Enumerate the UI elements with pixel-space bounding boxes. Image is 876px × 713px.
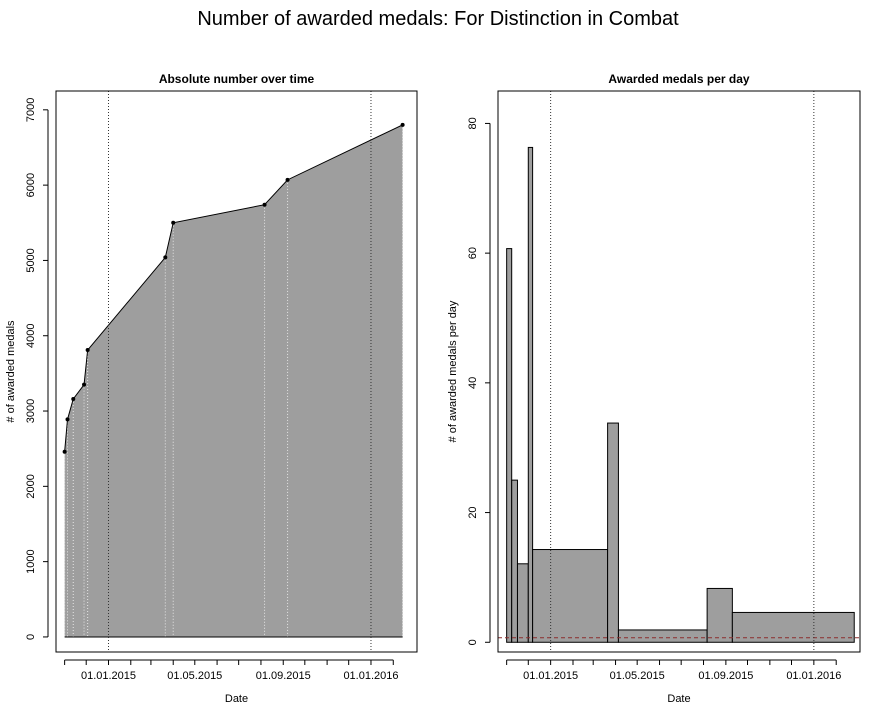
left-y-tick-label: 0 xyxy=(25,634,37,640)
left-data-point xyxy=(285,177,290,182)
right-panel: Awarded medals per day Date # of awarded… xyxy=(447,72,861,705)
right-panel-title: Awarded medals per day xyxy=(608,72,749,86)
right-bar xyxy=(607,422,619,643)
right-x-tick-label: 01.05.2015 xyxy=(610,670,665,682)
left-data-point xyxy=(262,202,267,207)
right-bar xyxy=(532,549,609,643)
left-area-fill xyxy=(64,124,403,637)
left-y-tick-label: 5000 xyxy=(25,248,37,272)
left-y-tick-label: 6000 xyxy=(25,173,37,197)
left-data-point xyxy=(71,396,76,401)
left-panel-title: Absolute number over time xyxy=(159,72,315,86)
right-y-tick-label: 20 xyxy=(467,506,479,518)
right-x-tick-label: 01.01.2016 xyxy=(786,670,841,682)
left-x-axis-label: Date xyxy=(225,693,248,705)
left-data-point xyxy=(62,449,67,454)
left-y-tick-label: 3000 xyxy=(25,399,37,423)
left-data-point xyxy=(171,220,176,225)
right-bar xyxy=(506,248,513,643)
left-y-tick-label: 1000 xyxy=(25,549,37,573)
right-bar xyxy=(617,629,708,643)
right-y-tick-label: 40 xyxy=(467,377,479,389)
right-bar xyxy=(527,146,534,643)
left-y-axis-label: # of awarded medals xyxy=(5,320,17,423)
right-bar xyxy=(511,479,518,643)
left-x-tick-label: 01.01.2015 xyxy=(81,670,136,682)
left-panel: Absolute number over time Date # of awar… xyxy=(5,72,418,705)
right-x-tick-label: 01.01.2015 xyxy=(523,670,578,682)
right-x-axis-label: Date xyxy=(667,693,690,705)
left-y-tick-label: 7000 xyxy=(25,98,37,122)
left-data-point xyxy=(82,382,87,387)
right-y-tick-label: 60 xyxy=(467,247,479,259)
right-bar xyxy=(516,563,529,643)
right-plot-frame xyxy=(497,90,861,653)
left-x-tick-label: 01.01.2016 xyxy=(343,670,398,682)
left-data-point xyxy=(85,348,90,353)
left-x-tick-label: 01.09.2015 xyxy=(256,670,311,682)
right-x-tick-label: 01.09.2015 xyxy=(698,670,753,682)
figure-title: Number of awarded medals: For Distinctio… xyxy=(197,8,679,30)
left-data-point xyxy=(400,122,405,127)
right-y-axis-label: # of awarded medals per day xyxy=(447,300,459,442)
left-plot-frame xyxy=(55,90,418,653)
left-data-point xyxy=(163,255,168,260)
left-series-line xyxy=(64,124,403,452)
right-y-tick-label: 80 xyxy=(467,117,479,129)
right-bar xyxy=(706,587,733,643)
left-data-point xyxy=(65,417,70,422)
left-y-tick-label: 2000 xyxy=(25,474,37,498)
right-y-tick-label: 0 xyxy=(467,639,479,645)
left-x-tick-label: 01.05.2015 xyxy=(167,670,222,682)
left-y-tick-label: 4000 xyxy=(25,323,37,347)
